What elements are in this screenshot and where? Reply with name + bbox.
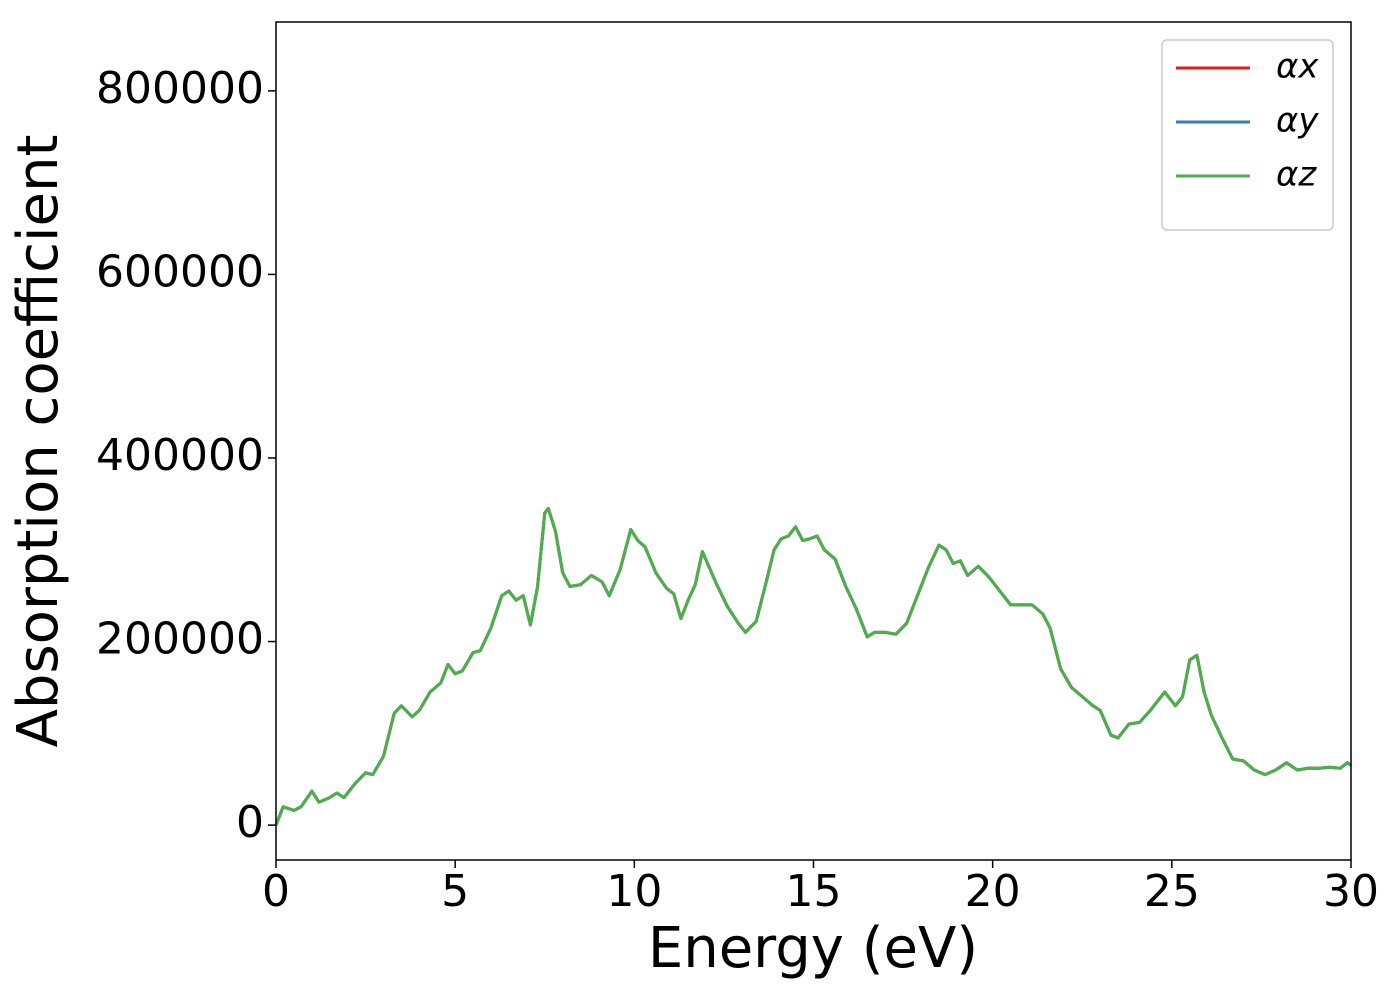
y-axis-label: Absorption coefficient: [6, 135, 71, 748]
x-tick-label: 0: [262, 866, 290, 917]
x-tick-label: 5: [441, 866, 469, 917]
legend-label: αx: [1276, 47, 1319, 87]
y-tick-label: 800000: [96, 63, 264, 114]
legend-label: αz: [1276, 155, 1317, 195]
x-tick-label: 15: [786, 866, 842, 917]
legend-label: αy: [1276, 101, 1319, 141]
x-tick-label: 30: [1323, 866, 1379, 917]
y-tick-label: 600000: [96, 246, 264, 297]
plot-frame: [275, 21, 1352, 861]
x-tick-label: 25: [1144, 866, 1200, 917]
x-axis-label: Energy (eV): [648, 916, 978, 981]
y-tick-label: 200000: [96, 614, 264, 665]
y-tick-label: 0: [236, 797, 264, 848]
series-line: [274, 506, 1352, 826]
legend-box: [1161, 39, 1334, 231]
x-tick-label: 10: [606, 866, 662, 917]
y-tick-label: 400000: [96, 430, 264, 481]
x-tick-label: 20: [965, 866, 1021, 917]
